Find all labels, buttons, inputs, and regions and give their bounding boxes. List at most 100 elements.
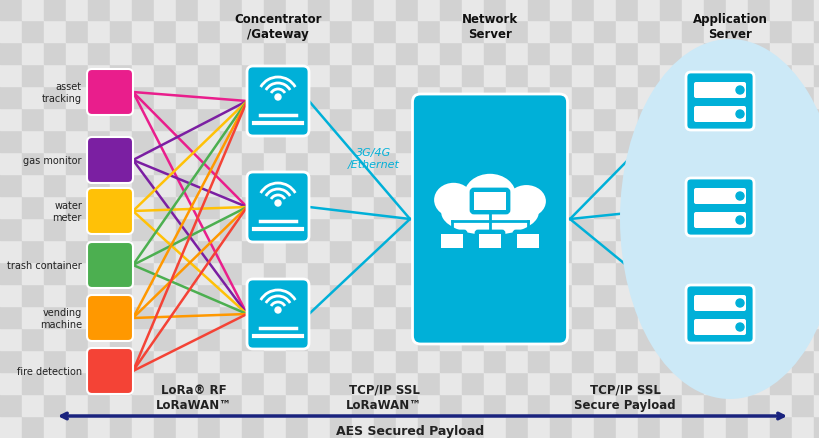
Bar (593, 197, 615, 219)
Bar (615, 284, 637, 306)
Bar (527, 328, 550, 350)
Circle shape (735, 216, 743, 225)
Bar (396, 21, 418, 43)
Bar (66, 306, 88, 328)
Bar (176, 416, 197, 438)
Bar (44, 65, 66, 87)
Bar (550, 109, 572, 131)
Bar (22, 197, 44, 219)
Bar (110, 65, 132, 87)
Bar (550, 197, 572, 219)
Bar (747, 219, 769, 240)
Bar (329, 394, 351, 416)
Bar (176, 262, 197, 284)
Text: Application
Server: Application Server (692, 13, 767, 41)
Bar (681, 153, 704, 175)
Bar (176, 43, 197, 65)
Bar (154, 328, 176, 350)
Bar (440, 219, 461, 240)
Bar (329, 65, 351, 87)
Bar (0, 175, 22, 197)
Bar (286, 240, 308, 262)
Bar (242, 197, 264, 219)
Bar (264, 87, 286, 109)
Bar (351, 240, 373, 262)
Circle shape (735, 111, 743, 119)
Bar (704, 416, 725, 438)
Bar (704, 153, 725, 175)
Bar (132, 153, 154, 175)
Bar (593, 394, 615, 416)
Bar (505, 0, 527, 21)
Bar (351, 219, 373, 240)
Bar (197, 328, 219, 350)
Bar (418, 109, 440, 131)
Bar (396, 240, 418, 262)
Bar (329, 350, 351, 372)
Bar (308, 197, 329, 219)
Bar (44, 131, 66, 153)
FancyBboxPatch shape (247, 279, 309, 349)
Bar (22, 175, 44, 197)
Bar (0, 262, 22, 284)
Bar (418, 131, 440, 153)
Bar (461, 153, 483, 175)
FancyBboxPatch shape (87, 348, 133, 394)
Bar (725, 43, 747, 65)
Bar (66, 87, 88, 109)
Bar (791, 262, 813, 284)
Bar (681, 240, 704, 262)
Bar (219, 21, 242, 43)
Bar (704, 306, 725, 328)
Bar (681, 175, 704, 197)
Bar (681, 87, 704, 109)
Bar (725, 240, 747, 262)
Bar (791, 284, 813, 306)
Bar (791, 197, 813, 219)
Bar (747, 0, 769, 21)
Bar (66, 284, 88, 306)
Ellipse shape (464, 174, 515, 218)
Bar (440, 394, 461, 416)
Bar (351, 394, 373, 416)
Bar (44, 416, 66, 438)
Bar (461, 416, 483, 438)
Bar (110, 109, 132, 131)
Bar (637, 175, 659, 197)
Bar (440, 21, 461, 43)
Bar (66, 43, 88, 65)
Bar (505, 306, 527, 328)
Bar (154, 416, 176, 438)
Bar (197, 21, 219, 43)
Bar (483, 21, 505, 43)
Bar (505, 219, 527, 240)
Bar (769, 131, 791, 153)
Bar (219, 372, 242, 394)
Bar (132, 219, 154, 240)
Bar (615, 416, 637, 438)
Bar (44, 153, 66, 175)
Bar (572, 262, 593, 284)
Bar (264, 240, 286, 262)
Bar (132, 21, 154, 43)
Bar (615, 87, 637, 109)
Bar (637, 350, 659, 372)
Bar (505, 284, 527, 306)
Bar (813, 65, 819, 87)
Bar (219, 350, 242, 372)
Bar (659, 306, 681, 328)
Bar (176, 240, 197, 262)
Bar (637, 394, 659, 416)
Bar (441, 234, 463, 248)
Bar (615, 394, 637, 416)
FancyBboxPatch shape (87, 243, 133, 288)
Bar (440, 416, 461, 438)
Bar (659, 109, 681, 131)
Bar (0, 153, 22, 175)
Bar (725, 350, 747, 372)
Bar (132, 87, 154, 109)
Bar (483, 284, 505, 306)
Bar (110, 0, 132, 21)
Bar (681, 43, 704, 65)
Bar (637, 219, 659, 240)
